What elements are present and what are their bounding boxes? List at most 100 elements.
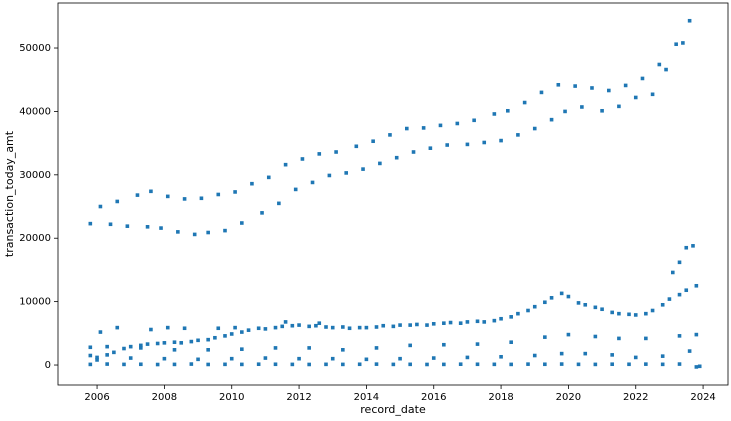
point: [559, 291, 564, 296]
point: [475, 342, 480, 346]
point: [149, 189, 153, 194]
point: [256, 362, 261, 367]
point: [431, 322, 436, 326]
point: [677, 362, 682, 366]
point: [229, 332, 234, 336]
point: [307, 346, 311, 350]
point: [206, 348, 210, 352]
point: [354, 144, 359, 149]
point: [532, 126, 537, 131]
point: [640, 76, 645, 81]
x-tick-label: 2022: [623, 392, 648, 403]
point: [492, 362, 497, 367]
point: [408, 362, 412, 367]
point: [684, 245, 689, 250]
y-tick-label: 0: [45, 360, 51, 371]
point: [179, 341, 184, 345]
point: [475, 362, 480, 367]
y-tick-label: 50000: [19, 43, 51, 54]
point: [88, 221, 93, 226]
point: [559, 351, 564, 356]
point: [381, 323, 386, 328]
point: [428, 146, 433, 150]
point: [122, 346, 126, 351]
point: [172, 348, 177, 352]
point: [105, 344, 109, 349]
point: [307, 362, 311, 367]
point: [256, 326, 261, 331]
point: [273, 325, 278, 330]
point: [543, 335, 547, 339]
point: [549, 296, 554, 300]
point: [617, 104, 621, 109]
point: [374, 325, 379, 329]
point: [159, 226, 163, 230]
point: [283, 162, 288, 167]
point: [398, 356, 402, 361]
point: [559, 362, 564, 366]
point: [610, 310, 614, 315]
point: [532, 304, 537, 309]
point: [125, 224, 130, 228]
point: [539, 90, 544, 95]
point: [145, 342, 150, 346]
point: [263, 327, 268, 331]
point: [162, 356, 167, 361]
point: [633, 313, 638, 317]
point: [122, 362, 126, 367]
point: [580, 105, 584, 109]
point: [492, 112, 497, 116]
point: [694, 332, 699, 337]
point: [576, 301, 581, 305]
point: [199, 196, 204, 201]
point: [431, 356, 436, 360]
point: [364, 325, 369, 330]
point: [408, 343, 412, 348]
point: [297, 323, 301, 327]
point: [196, 357, 200, 362]
point: [98, 330, 103, 334]
point: [600, 307, 604, 312]
point: [677, 292, 682, 297]
point: [317, 152, 322, 156]
point: [240, 330, 244, 334]
point: [105, 362, 109, 366]
point: [172, 362, 177, 367]
point: [374, 362, 379, 366]
point: [657, 62, 662, 67]
point: [213, 335, 217, 340]
x-axis-label: record_date: [360, 403, 426, 416]
point: [509, 362, 513, 367]
point: [317, 321, 322, 325]
point: [105, 353, 109, 357]
point: [475, 319, 480, 324]
point: [290, 323, 295, 328]
point: [347, 326, 352, 331]
point: [246, 328, 251, 332]
point: [593, 334, 598, 339]
point: [364, 357, 369, 362]
point: [660, 302, 665, 307]
point: [499, 316, 503, 321]
point: [240, 362, 244, 367]
x-tick-label: 2024: [690, 392, 715, 403]
point: [223, 334, 227, 338]
point: [442, 321, 446, 325]
point: [155, 362, 160, 367]
point: [334, 150, 338, 154]
point: [165, 194, 170, 199]
point: [465, 142, 470, 147]
point: [189, 362, 194, 366]
point: [425, 362, 429, 367]
point: [280, 324, 285, 329]
point: [139, 362, 143, 367]
point: [583, 302, 588, 307]
point: [563, 109, 567, 114]
y-tick-label: 30000: [19, 170, 51, 181]
x-tick-label: 2018: [488, 392, 513, 403]
point: [297, 356, 301, 361]
point: [112, 350, 116, 355]
point: [482, 140, 487, 145]
point: [263, 356, 268, 360]
x-tick-label: 2020: [556, 392, 581, 403]
